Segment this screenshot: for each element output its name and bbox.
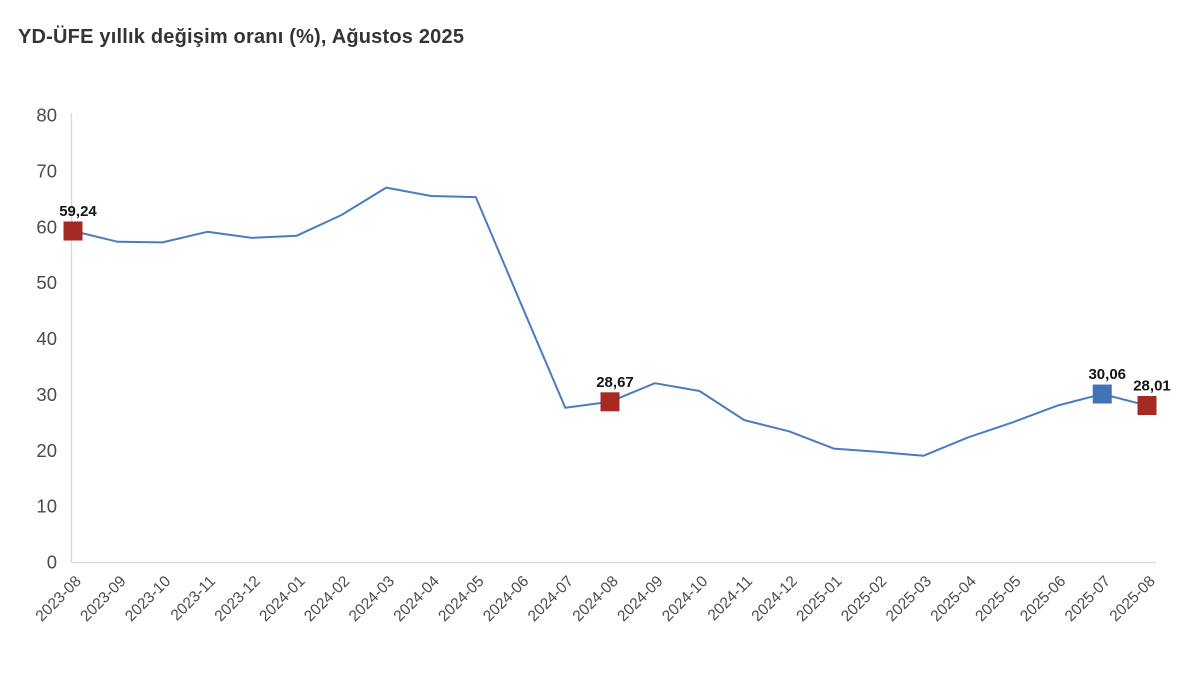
data-point-marker xyxy=(600,392,620,412)
x-tick-label: 2024-01 xyxy=(256,573,308,625)
x-tick-label: 2024-09 xyxy=(614,573,666,625)
x-tick-label: 2023-09 xyxy=(77,573,129,625)
x-tick-label: 2025-04 xyxy=(928,573,981,626)
x-tick-label: 2023-12 xyxy=(212,573,264,625)
series-line xyxy=(72,186,1148,457)
y-tick-label: 30 xyxy=(36,384,57,405)
x-tick-label: 2023-10 xyxy=(122,573,175,626)
y-tick-label: 50 xyxy=(36,272,57,293)
data-point-label: 30,06 xyxy=(1088,366,1126,383)
x-tick-label: 2025-07 xyxy=(1062,573,1114,625)
chart-title: YD-ÜFE yıllık değişim oranı (%), Ağustos… xyxy=(18,26,465,48)
data-point-marker xyxy=(1092,384,1112,404)
y-tick-label: 60 xyxy=(36,216,57,237)
y-tick-label: 10 xyxy=(36,496,57,517)
y-tick-label: 80 xyxy=(36,105,57,126)
x-tick-label: 2024-07 xyxy=(525,573,577,625)
y-tick-label: 0 xyxy=(47,552,57,573)
data-point-marker xyxy=(1137,395,1157,415)
x-tick-label: 2024-06 xyxy=(480,573,532,625)
x-tick-label: 2025-03 xyxy=(883,573,935,625)
x-tick-label: 2024-02 xyxy=(301,573,353,625)
x-tick-label: 2024-11 xyxy=(705,573,756,624)
y-tick-label: 20 xyxy=(36,440,57,461)
x-tick-label: 2024-10 xyxy=(659,573,712,626)
x-tick-label: 2025-01 xyxy=(793,573,845,625)
x-tick-label: 2024-08 xyxy=(570,573,622,625)
data-point-label: 59,24 xyxy=(59,203,97,220)
x-tick-label: 2025-05 xyxy=(972,573,1024,625)
x-tick-label: 2023-08 xyxy=(33,573,85,625)
data-point-label: 28,01 xyxy=(1133,377,1171,394)
x-tick-label: 2023-11 xyxy=(168,573,219,624)
data-point-marker xyxy=(63,221,83,241)
x-tick-label: 2025-08 xyxy=(1107,573,1159,625)
x-tick-label: 2024-04 xyxy=(391,573,444,626)
x-tick-label: 2024-05 xyxy=(435,573,487,625)
x-tick-label: 2024-03 xyxy=(346,573,398,625)
data-point-label: 28,67 xyxy=(596,374,634,391)
x-tick-label: 2025-02 xyxy=(838,573,890,625)
x-tick-label: 2024-12 xyxy=(749,573,801,625)
y-tick-label: 40 xyxy=(36,328,57,349)
y-tick-label: 70 xyxy=(36,160,57,181)
x-tick-label: 2025-06 xyxy=(1017,573,1069,625)
